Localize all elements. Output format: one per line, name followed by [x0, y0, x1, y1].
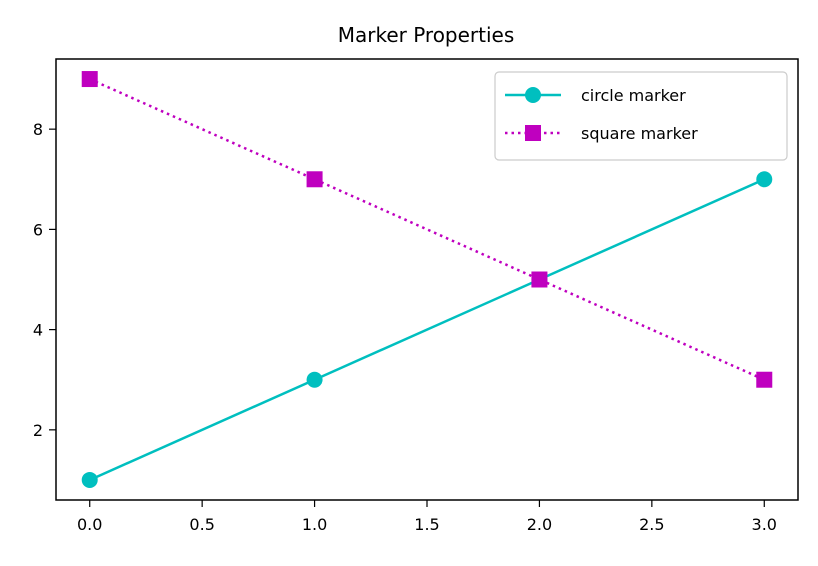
legend-box	[494, 71, 788, 161]
y-tick-label: 4	[33, 321, 43, 340]
y-tick-label: 2	[33, 421, 43, 440]
square-series-point	[756, 371, 773, 388]
circle-series-point	[756, 171, 773, 188]
x-tick-label: 0.0	[77, 515, 102, 534]
x-tick-label: 1.0	[302, 515, 327, 534]
x-axis: 0.0 0.5 1.0 1.5 2.0 2.5 3.0	[77, 500, 777, 534]
square-series-point	[531, 271, 548, 288]
chart-title: Marker Properties	[338, 23, 515, 47]
x-tick-label: 3.0	[752, 515, 777, 534]
x-tick-label: 0.5	[189, 515, 214, 534]
y-axis: 2 4 6 8	[33, 120, 56, 440]
legend-label: circle marker	[581, 86, 686, 105]
circle-series-line	[89, 178, 765, 482]
legend: circle marker square marker	[494, 71, 788, 161]
legend-circle-marker	[525, 87, 541, 103]
legend-square-marker	[525, 125, 541, 141]
y-tick-label: 6	[33, 220, 43, 239]
plot-series	[81, 71, 773, 488]
y-tick-label: 8	[33, 120, 43, 139]
circle-series-point	[306, 371, 323, 388]
square-series	[81, 71, 773, 388]
x-tick-label: 1.5	[414, 515, 439, 534]
circle-series	[81, 171, 773, 488]
plot-frame	[55, 58, 799, 501]
legend-label: square marker	[581, 124, 698, 143]
x-tick-label: 2.0	[527, 515, 552, 534]
circle-series-point	[81, 471, 98, 488]
square-series-point	[81, 71, 98, 88]
square-series-point	[306, 171, 323, 188]
x-tick-label: 2.5	[639, 515, 664, 534]
